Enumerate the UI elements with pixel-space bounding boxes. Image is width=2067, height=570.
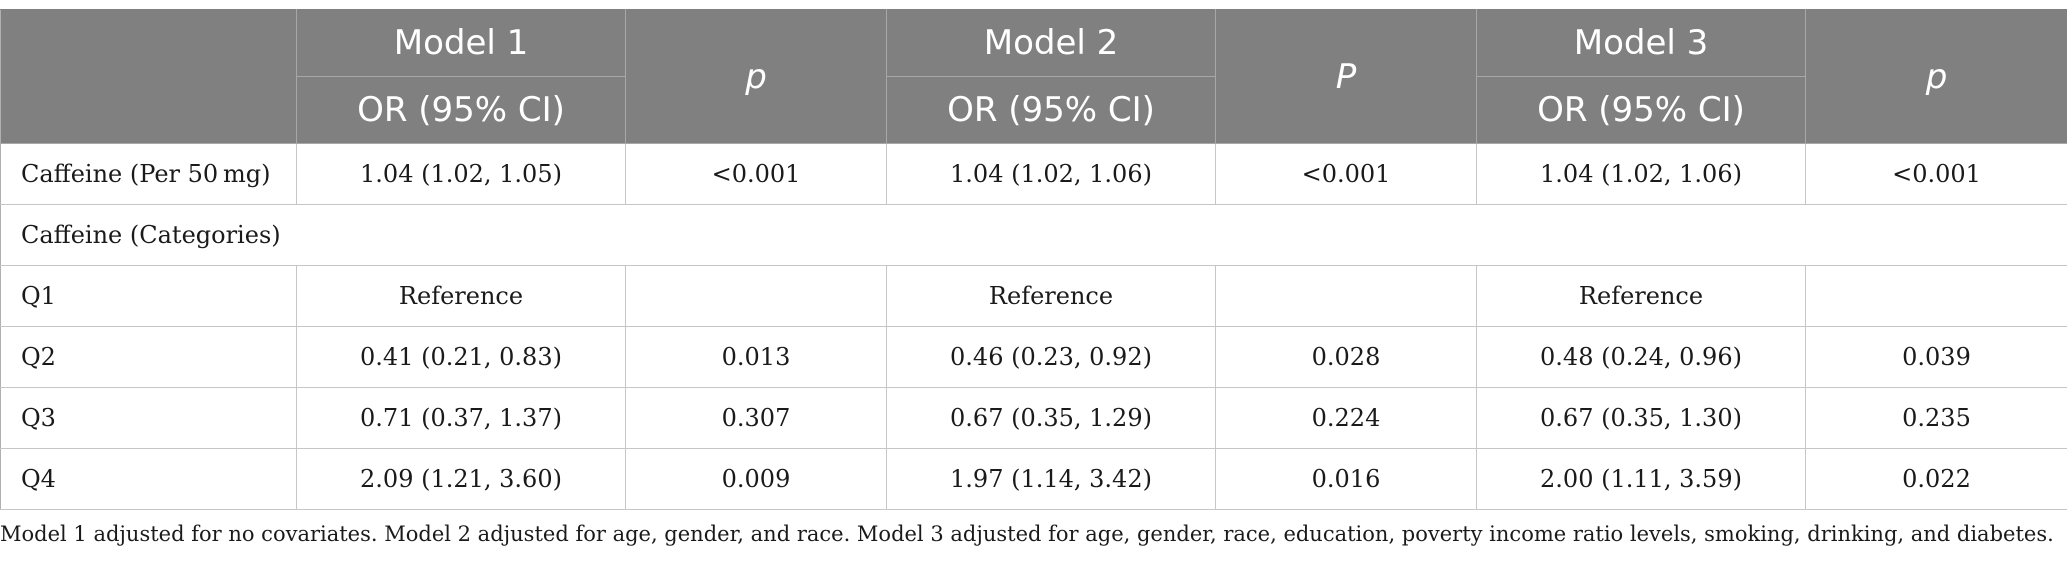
header-model1: Model 1 [296,9,626,77]
table-row: Q4 2.09 (1.21, 3.60) 0.009 1.97 (1.14, 3… [0,448,2067,510]
model3-p [1805,265,2067,327]
model1-or: Reference [296,265,626,327]
header-corner-cell [0,9,297,144]
row-label: Q3 [0,387,297,449]
model2-or: 0.67 (0.35, 1.29) [886,387,1216,449]
table-row: Q1 Reference Reference Reference [0,265,2067,327]
table-row: Q2 0.41 (0.21, 0.83) 0.013 0.46 (0.23, 0… [0,326,2067,388]
table-row: Caffeine (Categories) [0,204,2067,266]
model3-or: 2.00 (1.11, 3.59) [1476,448,1806,510]
model2-or: 0.46 (0.23, 0.92) [886,326,1216,388]
table-header: Model 1 p Model 2 P Model 3 p OR (95% CI… [0,9,2067,144]
header-model3: Model 3 [1476,9,1806,77]
header-or1: OR (95% CI) [296,76,626,144]
model2-p: 0.028 [1215,326,1477,388]
model1-or: 0.41 (0.21, 0.83) [296,326,626,388]
header-model2: Model 2 [886,9,1216,77]
table-footnote: Model 1 adjusted for no covariates. Mode… [0,522,2054,546]
header-p1: p [625,9,887,144]
header-row-1: Model 1 p Model 2 P Model 3 p [0,9,2067,144]
model2-or: Reference [886,265,1216,327]
row-label: Q1 [0,265,297,327]
model1-p: 0.013 [625,326,887,388]
row-label: Q4 [0,448,297,510]
table-body: Caffeine (Per 50 mg) 1.04 (1.02, 1.05) <… [0,143,2067,510]
model2-or: 1.04 (1.02, 1.06) [886,143,1216,205]
model3-p: <0.001 [1805,143,2067,205]
model1-p: <0.001 [625,143,887,205]
model1-or: 0.71 (0.37, 1.37) [296,387,626,449]
model3-or: 0.67 (0.35, 1.30) [1476,387,1806,449]
section-label: Caffeine (Categories) [0,204,2067,266]
model3-p: 0.039 [1805,326,2067,388]
model1-or: 2.09 (1.21, 3.60) [296,448,626,510]
model1-or: 1.04 (1.02, 1.05) [296,143,626,205]
model2-p: 0.224 [1215,387,1477,449]
model1-p: 0.307 [625,387,887,449]
table-row: Q3 0.71 (0.37, 1.37) 0.307 0.67 (0.35, 1… [0,387,2067,449]
model3-or: 0.48 (0.24, 0.96) [1476,326,1806,388]
row-label: Q2 [0,326,297,388]
model1-p: 0.009 [625,448,887,510]
header-p2: P [1215,9,1477,144]
results-table: Model 1 p Model 2 P Model 3 p OR (95% CI… [0,9,2067,510]
model3-p: 0.022 [1805,448,2067,510]
header-row-2: OR (95% CI) OR (95% CI) OR (95% CI) [1,76,2067,144]
table-row: Caffeine (Per 50 mg) 1.04 (1.02, 1.05) <… [0,143,2067,205]
model2-p [1215,265,1477,327]
model3-or: Reference [1476,265,1806,327]
model1-p [625,265,887,327]
model2-p: <0.001 [1215,143,1477,205]
model2-or: 1.97 (1.14, 3.42) [886,448,1216,510]
model3-p: 0.235 [1805,387,2067,449]
model3-or: 1.04 (1.02, 1.06) [1476,143,1806,205]
header-or2: OR (95% CI) [886,76,1216,144]
row-label: Caffeine (Per 50 mg) [0,143,297,205]
header-p3: p [1805,9,2067,144]
header-or3: OR (95% CI) [1476,76,1806,144]
model2-p: 0.016 [1215,448,1477,510]
